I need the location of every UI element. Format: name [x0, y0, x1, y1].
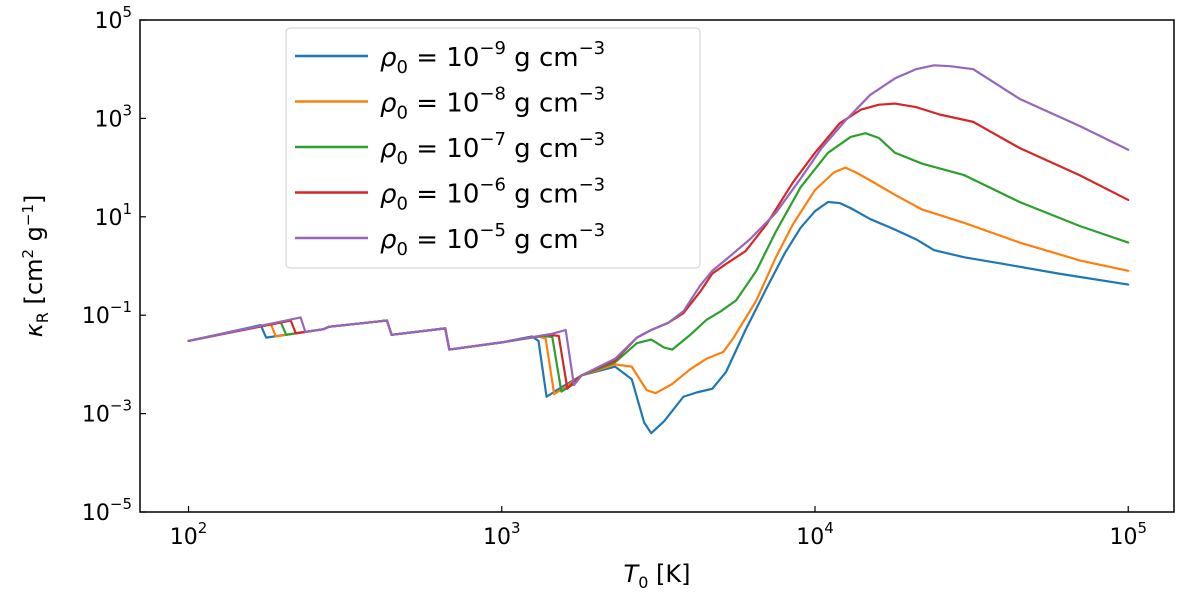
series-layer: [187, 64, 1130, 435]
legend-label-3: ρ0 = 10−7 g cm−3: [380, 129, 605, 169]
y-tick-label: 103: [94, 101, 132, 132]
x-tick-label: 102: [170, 519, 208, 550]
series-line-5: [187, 64, 1130, 387]
x-axis-ticks: 102 103 104 105: [170, 506, 1147, 550]
x-axis-subscript: 0: [638, 573, 648, 592]
legend-label-2: ρ0 = 10−8 g cm−3: [380, 84, 605, 124]
legend: ρ0 = 10−9 g cm−3 ρ0 = 10−8 g cm−3 ρ0 = 10−…: [285, 27, 701, 269]
y-axis-label: κR [cm2 g−1]: [19, 195, 52, 338]
y-axis-unit-mid: g: [20, 226, 48, 249]
x-axis-symbol: T: [624, 560, 641, 588]
plot-frame: [139, 19, 1175, 513]
y-tick-label: 10−3: [82, 397, 132, 428]
y-axis-unit-sup: 2: [19, 249, 37, 259]
y-tick-label: 10−5: [82, 495, 132, 526]
y-tick-label: 105: [94, 3, 132, 34]
y-axis-unit-close: ]: [20, 195, 48, 204]
legend-box: [285, 27, 701, 269]
y-axis-unit-open: [cm: [20, 259, 48, 305]
x-axis-label: T0 [K]: [624, 560, 691, 592]
legend-label-5: ρ0 = 10−5 g cm−3: [380, 220, 605, 260]
legend-label-1: ρ0 = 10−9 g cm−3: [380, 38, 605, 78]
y-axis-unit-sup2: −1: [19, 204, 37, 226]
y-axis-ticks: 10−5 10−3 10−1 101 103 105: [82, 3, 146, 526]
x-tick-label: 103: [483, 519, 521, 550]
x-tick-label: 104: [796, 519, 834, 550]
y-axis-symbol: κ: [20, 322, 48, 337]
x-axis-unit: [K]: [656, 560, 690, 588]
legend-label-4: ρ0 = 10−6 g cm−3: [380, 175, 605, 215]
y-axis-subscript: R: [33, 312, 52, 323]
x-tick-label: 105: [1109, 519, 1147, 550]
y-tick-label: 10−1: [82, 298, 132, 329]
y-tick-label: 101: [94, 200, 132, 231]
